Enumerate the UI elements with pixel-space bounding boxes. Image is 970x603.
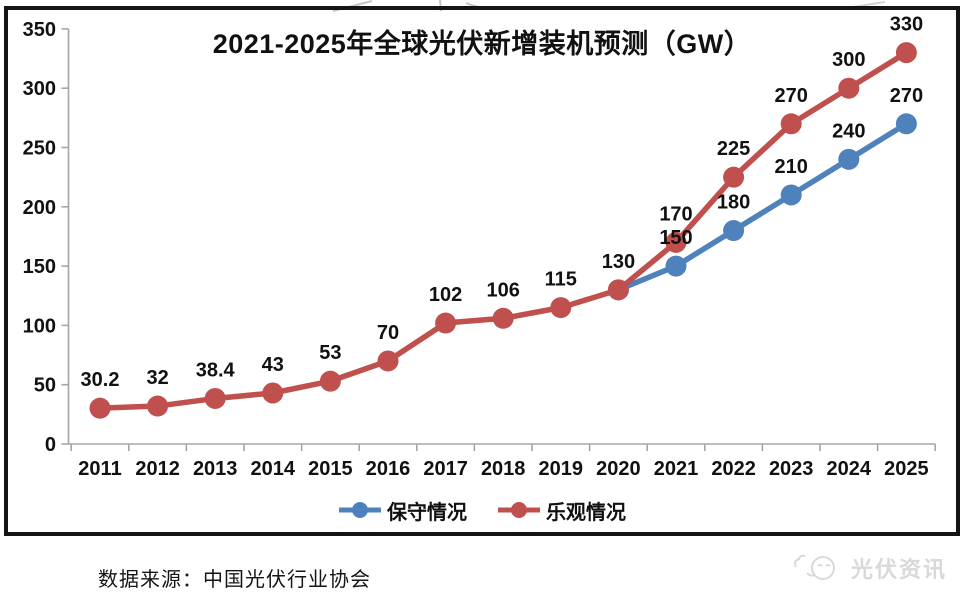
legend-marker-icon [339, 502, 381, 518]
data-label: 180 [717, 192, 750, 214]
x-tick-label: 2023 [769, 458, 814, 480]
data-point [435, 312, 457, 334]
data-label: 130 [602, 251, 635, 273]
x-tick-label: 2014 [251, 458, 296, 480]
x-tick-label: 2011 [78, 458, 121, 480]
y-tick-label: 100 [23, 315, 56, 337]
data-point [838, 77, 860, 99]
watermark-brand: 光伏资讯 [793, 552, 947, 584]
data-point [723, 166, 745, 188]
x-tick-label: 2020 [596, 458, 641, 480]
chart-frame [4, 6, 960, 536]
chart-title: 2021-2025年全球光伏新增装机预测（GW） [212, 29, 752, 59]
data-point [895, 113, 917, 135]
data-point [550, 297, 572, 319]
data-label: 30.2 [81, 369, 120, 391]
data-point [780, 184, 802, 206]
data-point [838, 148, 860, 170]
x-tick-label: 2018 [481, 458, 526, 480]
x-tick-label: 2016 [366, 458, 411, 480]
data-label: 53 [319, 342, 341, 364]
data-point [319, 370, 341, 392]
x-tick-label: 2019 [539, 458, 584, 480]
legend-item: 乐观情况 [497, 496, 626, 525]
y-tick-label: 0 [45, 434, 56, 456]
data-label: 330 [890, 14, 923, 36]
legend-label: 保守情况 [387, 501, 467, 524]
data-point [780, 113, 802, 135]
legend-item: 保守情况 [338, 496, 467, 525]
data-label: 270 [775, 85, 808, 107]
data-point [723, 220, 745, 242]
data-point [607, 279, 629, 301]
source-note: 数据来源：中国光伏行业协会 [98, 569, 371, 591]
data-label: 70 [377, 322, 399, 344]
legend-marker-icon [498, 502, 540, 518]
data-label: 32 [146, 367, 168, 389]
data-point [665, 231, 687, 253]
data-point [147, 395, 169, 417]
x-tick-label: 2021 [654, 458, 699, 480]
y-tick-label: 300 [23, 78, 56, 100]
data-label: 300 [832, 49, 865, 71]
data-label: 150 [659, 227, 692, 249]
legend-label: 乐观情况 [546, 501, 626, 524]
data-point [895, 42, 917, 64]
data-label: 225 [717, 138, 750, 160]
x-tick-label: 2024 [827, 458, 872, 480]
legend: 保守情况 乐观情况 [6, 494, 958, 526]
y-tick-label: 50 [34, 375, 56, 397]
y-tick-label: 250 [23, 138, 56, 160]
data-label: 210 [775, 156, 808, 178]
data-label: 115 [545, 269, 577, 291]
data-label: 270 [890, 85, 923, 107]
x-tick-label: 2013 [193, 458, 238, 480]
x-tick-label: 2012 [135, 458, 180, 480]
data-label: 170 [659, 203, 692, 225]
data-label: 240 [832, 120, 865, 142]
data-point [89, 397, 111, 419]
data-point [377, 350, 399, 372]
data-point [492, 307, 514, 329]
y-tick-label: 350 [23, 19, 56, 41]
x-tick-label: 2025 [884, 458, 929, 480]
y-tick-label: 150 [23, 256, 56, 278]
data-label: 106 [487, 279, 520, 301]
data-label: 43 [262, 354, 284, 376]
x-tick-label: 2015 [308, 458, 353, 480]
y-tick-label: 200 [23, 197, 56, 219]
data-label: 38.4 [196, 359, 236, 381]
brand-mascot-icon [794, 554, 835, 580]
data-point [262, 382, 284, 404]
data-point [665, 255, 687, 277]
watermark-text: 光伏资讯 [851, 557, 948, 582]
data-point [204, 387, 226, 409]
x-tick-label: 2017 [423, 458, 468, 480]
x-tick-label: 2022 [711, 458, 756, 480]
data-label: 102 [429, 284, 462, 306]
